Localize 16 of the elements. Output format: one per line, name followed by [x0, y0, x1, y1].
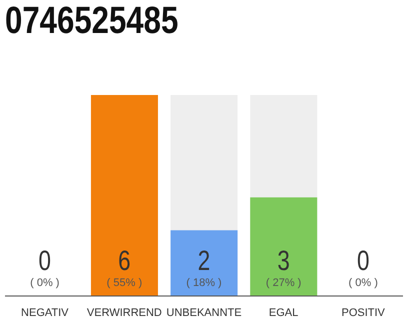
annotation: 3 — [277, 246, 290, 277]
x-tick-label: UNBEKANNTE — [166, 307, 242, 319]
data-label: ( 27% ) — [266, 277, 302, 289]
annotation: 2 — [198, 246, 210, 277]
x-tick-label: VERWIRREND — [86, 307, 162, 319]
x-tick-label: EGAL — [268, 307, 298, 319]
chart-title: 0746525485 — [5, 0, 178, 43]
annotation: 0 — [38, 246, 52, 277]
data-label: ( 0% ) — [30, 277, 60, 289]
x-tick-label: NEGATIV — [21, 307, 70, 319]
annotation: 6 — [118, 246, 131, 277]
data-label: ( 0% ) — [348, 277, 378, 289]
x-tick-label: POSITIV — [341, 307, 386, 319]
annotation: 0 — [356, 246, 370, 277]
data-label: ( 55% ) — [106, 277, 142, 289]
data-label: ( 18% ) — [186, 277, 222, 289]
